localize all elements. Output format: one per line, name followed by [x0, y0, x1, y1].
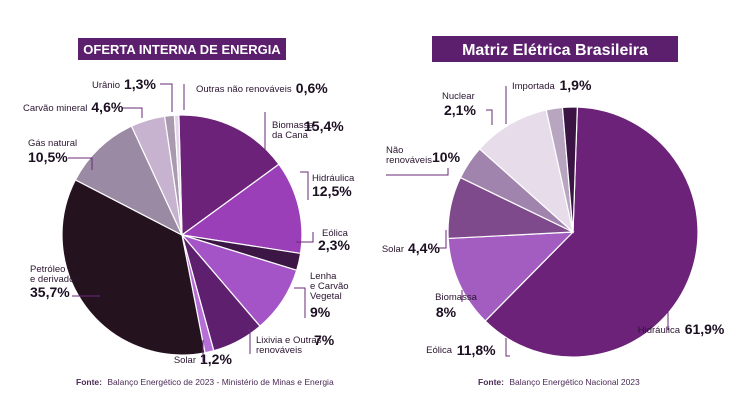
pie-oferta-interna	[61, 114, 303, 356]
slice-value-biomassa-da-cana: 15,4%	[304, 118, 344, 134]
leader-line-lenha-e-carvao-vegetal	[294, 287, 306, 318]
chart2-source-label: Fonte:	[478, 377, 504, 387]
slice-name-biomassa-da-cana: Biomassa da Cana	[272, 120, 314, 141]
slice-value-solar: 1,2%	[200, 351, 232, 367]
slice-biomassa-da-cana	[178, 114, 280, 237]
leader-line-eolica	[296, 232, 314, 243]
chart1-title-bg	[78, 38, 286, 60]
slice-name-solar: Solar	[174, 355, 196, 366]
slice-name-hidraulica: Hidráulica	[638, 325, 681, 336]
leader-line-lixivia-e-outras-renovaveis	[248, 329, 251, 354]
leader-line-carvao-mineral	[122, 107, 143, 118]
slice-value-hidraulica: 12,5%	[312, 183, 352, 199]
slice-value-biomassa: 8%	[436, 304, 457, 320]
label-solar: Solar 1,2%	[174, 340, 232, 367]
slice-value-solar: 4,4%	[408, 240, 440, 256]
chart2-title: Matriz Elétrica Brasileira	[462, 42, 648, 59]
slice-value-lenha-e-carvao-vegetal: 9%	[310, 304, 331, 320]
leader-line-nuclear	[486, 109, 493, 125]
slice-name-solar: Solar	[382, 244, 404, 255]
slice-value-importada: 1,9%	[560, 77, 592, 93]
slice-gas-natural	[74, 125, 184, 237]
slice-name-outras-nao-renovaveis: Outras não renováveis	[196, 84, 292, 95]
slice-value-outras-nao-renovaveis: 0,6%	[296, 80, 328, 96]
slice-name-lenha-e-carvao-vegetal: Lenha e Carvão Vegetal	[310, 271, 349, 302]
pie-matriz-eletrica	[447, 106, 699, 358]
chart2-source: Fonte: Balanço Energético Nacional 2023	[478, 377, 640, 387]
label-hidraulica: Hidráulica 61,9%	[638, 312, 725, 337]
chart1-title: OFERTA INTERNA DE ENERGIA	[83, 42, 281, 57]
slice-value-nao-renovaveis: 10%	[432, 149, 461, 165]
slice-value-gas-natural: 10,5%	[28, 149, 68, 165]
slice-name-nuclear: Nuclear	[442, 91, 475, 102]
slice-name-nao-renovaveis: Não renováveis	[386, 145, 432, 166]
chart1-source-text: Balanço Energético de 2023 - Ministério …	[107, 377, 334, 387]
slice-hidraulica	[180, 163, 303, 255]
slice-value-eolica: 11,8%	[457, 342, 496, 358]
slice-name-lixivia-e-outras-renovaveis: Lixivia e Outras renováveis	[256, 335, 322, 356]
leader-line-hidraulica	[300, 171, 309, 200]
label-carvao-mineral: Carvão mineral 4,6%	[23, 99, 143, 118]
label-importada: Importada 1,9%	[505, 77, 592, 124]
slice-value-uranio: 1,3%	[124, 76, 156, 92]
slice-value-eolica: 2,3%	[318, 237, 350, 253]
slice-value-carvao-mineral: 4,6%	[91, 99, 123, 115]
slice-name-hidraulica: Hidráulica	[312, 173, 355, 184]
leader-line-eolica	[505, 338, 510, 357]
leader-line-nao-renovaveis	[386, 168, 449, 176]
label-eolica: Eólica 11,8%	[426, 338, 510, 358]
leader-line-solar	[438, 230, 447, 249]
slice-name-gas-natural: Gás natural	[28, 138, 77, 149]
slice-name-petroleo-e-derivados: Petróleo e derivados	[30, 264, 79, 285]
slice-name-carvao-mineral: Carvão mineral	[23, 103, 87, 114]
label-outras-nao-renovaveis: Outras não renováveis 0,6%	[183, 80, 328, 110]
chart1-source-label: Fonte:	[76, 377, 102, 387]
chart2-title-box: Matriz Elétrica Brasileira	[432, 36, 678, 62]
chart1-title-box: OFERTA INTERNA DE ENERGIA	[78, 38, 286, 60]
leader-line-uranio	[160, 83, 173, 112]
slice-name-eolica: Eólica	[322, 228, 349, 239]
label-uranio: Urânio 1,3%	[92, 76, 173, 112]
slice-eolica	[447, 231, 575, 322]
slice-value-petroleo-e-derivados: 35,7%	[30, 284, 70, 300]
slice-name-uranio: Urânio	[92, 80, 120, 91]
chart1-source: Fonte: Balanço Energético de 2023 - Mini…	[76, 377, 334, 387]
slice-value-lixivia-e-outras-renovaveis: 7%	[314, 332, 335, 348]
slice-nao-renovaveis	[478, 109, 574, 234]
slice-value-hidraulica: 61,9%	[685, 321, 725, 337]
slice-name-importada: Importada	[512, 81, 555, 92]
slice-name-biomassa: Biomassa	[435, 292, 477, 303]
slice-name-eolica: Eólica	[426, 345, 453, 356]
label-lenha-e-carvao-vegetal: Lenha e Carvão Vegetal 9%	[294, 271, 349, 320]
slice-importada	[561, 106, 578, 233]
slice-outras-nao-renovaveis	[173, 114, 183, 236]
leader-line-gas-natural	[68, 157, 93, 170]
chart2-title-bg	[432, 36, 678, 62]
chart2-source-text: Balanço Energético Nacional 2023	[509, 377, 640, 387]
label-solar: Solar 4,4%	[382, 230, 447, 256]
slice-petroleo-e-derivados	[61, 179, 206, 356]
slice-hidraulica	[484, 106, 699, 358]
label-nao-renovaveis: Não renováveis 10%	[386, 145, 461, 176]
slice-value-nuclear: 2,1%	[444, 102, 476, 118]
